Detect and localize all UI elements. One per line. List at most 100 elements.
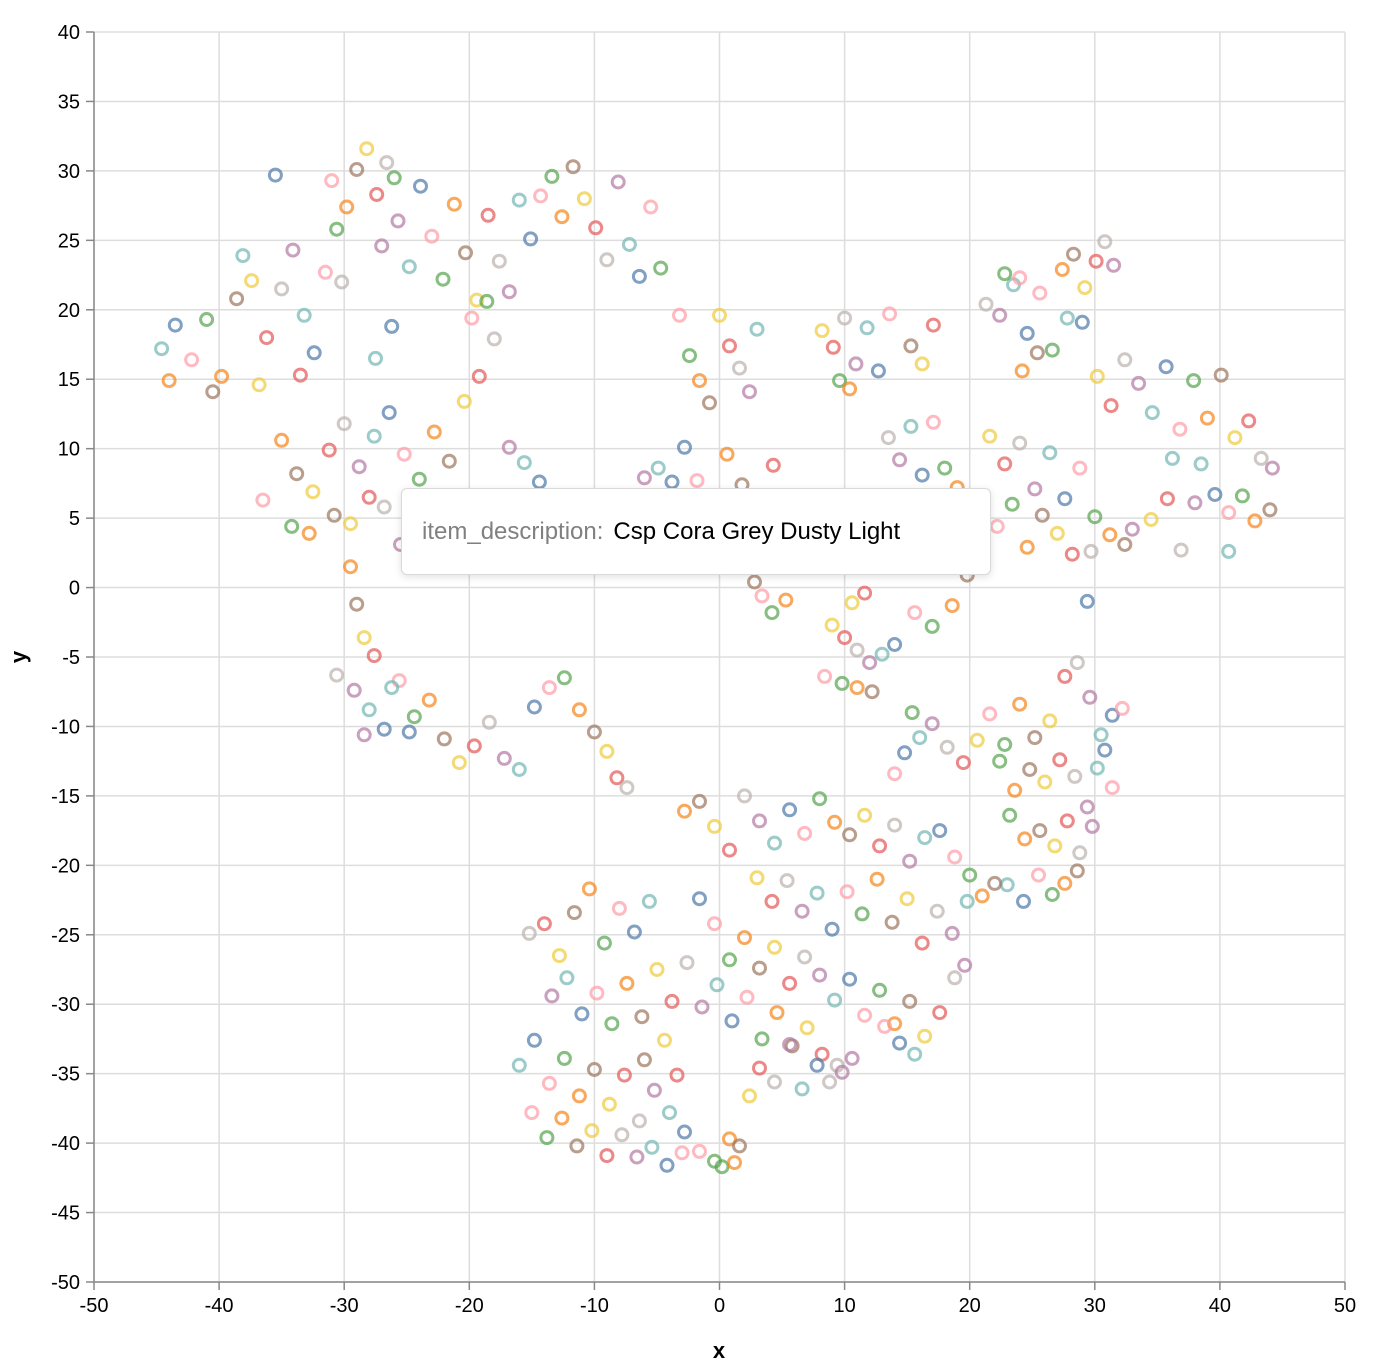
data-point[interactable]	[349, 162, 365, 177]
data-point[interactable]	[486, 331, 502, 347]
data-point[interactable]	[435, 271, 451, 287]
data-point[interactable]	[732, 1138, 747, 1154]
data-point[interactable]	[301, 525, 317, 541]
data-point[interactable]	[631, 268, 647, 284]
data-point[interactable]	[536, 916, 552, 932]
data-point[interactable]	[621, 237, 637, 252]
data-point[interactable]	[809, 1057, 825, 1073]
data-point[interactable]	[1102, 527, 1118, 543]
data-point[interactable]	[643, 199, 659, 215]
data-point[interactable]	[351, 459, 367, 475]
data-point[interactable]	[714, 1159, 730, 1175]
data-point[interactable]	[897, 745, 913, 761]
data-point[interactable]	[842, 381, 858, 397]
data-point[interactable]	[1083, 543, 1099, 559]
data-point[interactable]	[857, 585, 873, 601]
data-point[interactable]	[1044, 887, 1060, 902]
data-point[interactable]	[794, 1081, 810, 1097]
data-point[interactable]	[707, 916, 722, 932]
data-point[interactable]	[571, 1088, 587, 1104]
data-point[interactable]	[782, 1037, 798, 1052]
data-point[interactable]	[1044, 342, 1060, 358]
data-point[interactable]	[997, 737, 1013, 752]
data-point[interactable]	[526, 1032, 542, 1048]
data-point[interactable]	[616, 1067, 632, 1083]
data-point[interactable]	[154, 341, 170, 357]
data-point[interactable]	[767, 1074, 782, 1090]
data-point[interactable]	[1032, 823, 1048, 839]
data-point[interactable]	[1173, 542, 1189, 558]
data-point[interactable]	[903, 338, 919, 354]
data-point[interactable]	[526, 699, 542, 715]
data-point[interactable]	[289, 466, 305, 482]
data-point[interactable]	[1027, 481, 1043, 497]
data-point[interactable]	[822, 1074, 838, 1090]
data-point[interactable]	[1079, 799, 1095, 815]
data-point[interactable]	[814, 323, 830, 339]
data-point[interactable]	[384, 318, 400, 334]
data-point[interactable]	[824, 921, 840, 937]
data-point[interactable]	[884, 914, 900, 930]
data-point[interactable]	[1199, 410, 1215, 426]
data-point[interactable]	[205, 384, 221, 400]
data-point[interactable]	[368, 350, 383, 366]
data-point[interactable]	[1207, 487, 1223, 502]
data-point[interactable]	[361, 489, 377, 505]
data-point[interactable]	[955, 755, 971, 771]
data-point[interactable]	[1019, 539, 1035, 555]
data-point[interactable]	[737, 788, 752, 804]
data-point[interactable]	[426, 424, 442, 440]
data-point[interactable]	[862, 655, 878, 671]
data-point[interactable]	[947, 849, 963, 865]
data-point[interactable]	[584, 1123, 600, 1139]
data-point[interactable]	[662, 1105, 677, 1121]
data-point[interactable]	[349, 596, 365, 612]
data-point[interactable]	[401, 259, 417, 275]
data-point[interactable]	[384, 680, 400, 696]
data-point[interactable]	[446, 196, 462, 212]
data-point[interactable]	[912, 730, 928, 746]
data-point[interactable]	[1087, 509, 1103, 525]
data-point[interactable]	[1234, 488, 1250, 504]
data-point[interactable]	[1104, 780, 1120, 796]
data-point[interactable]	[565, 159, 581, 175]
data-point[interactable]	[1012, 435, 1028, 451]
data-point[interactable]	[1067, 768, 1083, 784]
data-point[interactable]	[827, 814, 843, 830]
data-point[interactable]	[376, 721, 392, 737]
data-point[interactable]	[778, 592, 794, 608]
data-point[interactable]	[1069, 863, 1085, 879]
data-point[interactable]	[914, 356, 930, 372]
data-point[interactable]	[619, 975, 635, 991]
data-point[interactable]	[854, 906, 870, 922]
data-point[interactable]	[571, 702, 587, 718]
data-point[interactable]	[844, 595, 860, 611]
data-point[interactable]	[1159, 491, 1175, 507]
data-point[interactable]	[566, 905, 582, 921]
data-point[interactable]	[366, 648, 382, 664]
data-point[interactable]	[539, 1130, 555, 1146]
data-point[interactable]	[724, 1013, 740, 1029]
data-point[interactable]	[677, 803, 692, 819]
data-point[interactable]	[749, 321, 765, 337]
data-point[interactable]	[641, 893, 657, 909]
data-point[interactable]	[767, 835, 782, 851]
data-point[interactable]	[737, 930, 752, 946]
data-point[interactable]	[1072, 845, 1088, 861]
data-point[interactable]	[611, 900, 627, 916]
data-point[interactable]	[626, 924, 642, 940]
data-point[interactable]	[451, 755, 467, 771]
data-point[interactable]	[832, 373, 848, 389]
data-point[interactable]	[599, 743, 615, 759]
data-point[interactable]	[917, 830, 933, 846]
data-point[interactable]	[1262, 502, 1278, 518]
data-point[interactable]	[849, 680, 865, 696]
data-point[interactable]	[1187, 495, 1203, 511]
data-point[interactable]	[644, 1139, 660, 1155]
data-point[interactable]	[859, 320, 875, 336]
data-point[interactable]	[292, 367, 308, 383]
data-point[interactable]	[614, 1127, 630, 1143]
data-point[interactable]	[1213, 367, 1229, 383]
data-point[interactable]	[574, 1006, 590, 1022]
data-point[interactable]	[664, 474, 680, 490]
